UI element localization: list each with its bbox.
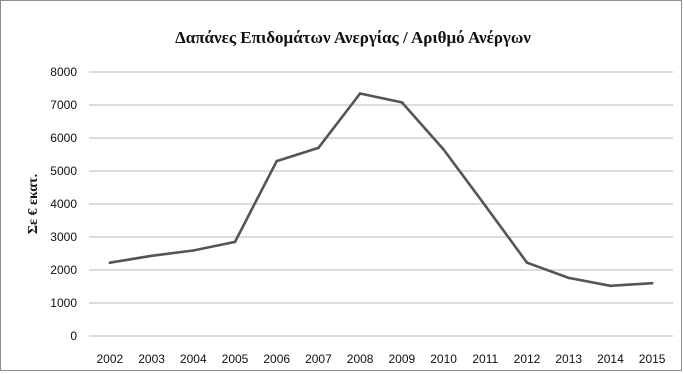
x-tick-labels: 2002 2003 2004 2005 2006 2007 2008 2009 2010 2011… <box>97 352 666 366</box>
x-tick-label: 2013 <box>555 352 582 366</box>
x-tick-label: 2015 <box>639 352 666 366</box>
x-tick-label: 2009 <box>389 352 416 366</box>
x-tick-label: 2006 <box>263 352 290 366</box>
x-tick-label: 2010 <box>430 352 457 366</box>
x-tick-label: 2005 <box>222 352 249 366</box>
data-point <box>233 240 237 244</box>
data-point <box>358 92 362 95</box>
data-point <box>400 101 404 104</box>
data-point <box>317 146 320 150</box>
chart-title: Δαπάνες Επιδομάτων Ανεργίας / Αριθμό Ανέ… <box>175 28 531 47</box>
data-point <box>150 254 153 258</box>
x-tick-label: 2007 <box>305 352 332 366</box>
y-tick-labels: 0 1000 2000 3000 4000 5000 6000 7000 8000 <box>50 65 77 343</box>
y-tick-label: 2000 <box>50 263 77 277</box>
data-point <box>275 159 279 163</box>
data-point <box>609 284 612 288</box>
x-tick-label: 2012 <box>514 352 541 366</box>
y-tick-label: 1000 <box>50 296 77 310</box>
y-tick-label: 4000 <box>50 197 77 211</box>
data-point <box>108 261 112 265</box>
y-tick-label: 5000 <box>50 164 77 178</box>
gridlines <box>89 71 673 337</box>
data-point <box>650 281 654 285</box>
data-point <box>525 261 529 265</box>
data-point <box>567 276 571 280</box>
x-tick-label: 2011 <box>472 352 498 366</box>
x-tick-label: 2004 <box>180 352 207 366</box>
data-point <box>483 204 487 207</box>
series-line <box>109 92 653 288</box>
data-point <box>191 249 195 252</box>
y-axis-label: Σε € εκατ. <box>26 174 41 234</box>
series-layer <box>108 92 654 288</box>
y-tick-label: 7000 <box>50 98 77 112</box>
y-tick-label: 0 <box>70 329 77 343</box>
y-tick-label: 3000 <box>50 230 77 244</box>
x-tick-label: 2003 <box>138 352 165 366</box>
x-tick-label: 2008 <box>347 352 374 366</box>
x-tick-label: 2014 <box>597 352 624 366</box>
y-tick-label: 6000 <box>50 131 77 145</box>
y-tick-label: 8000 <box>50 65 77 79</box>
x-tick-label: 2002 <box>97 352 124 366</box>
data-point <box>442 148 445 151</box>
